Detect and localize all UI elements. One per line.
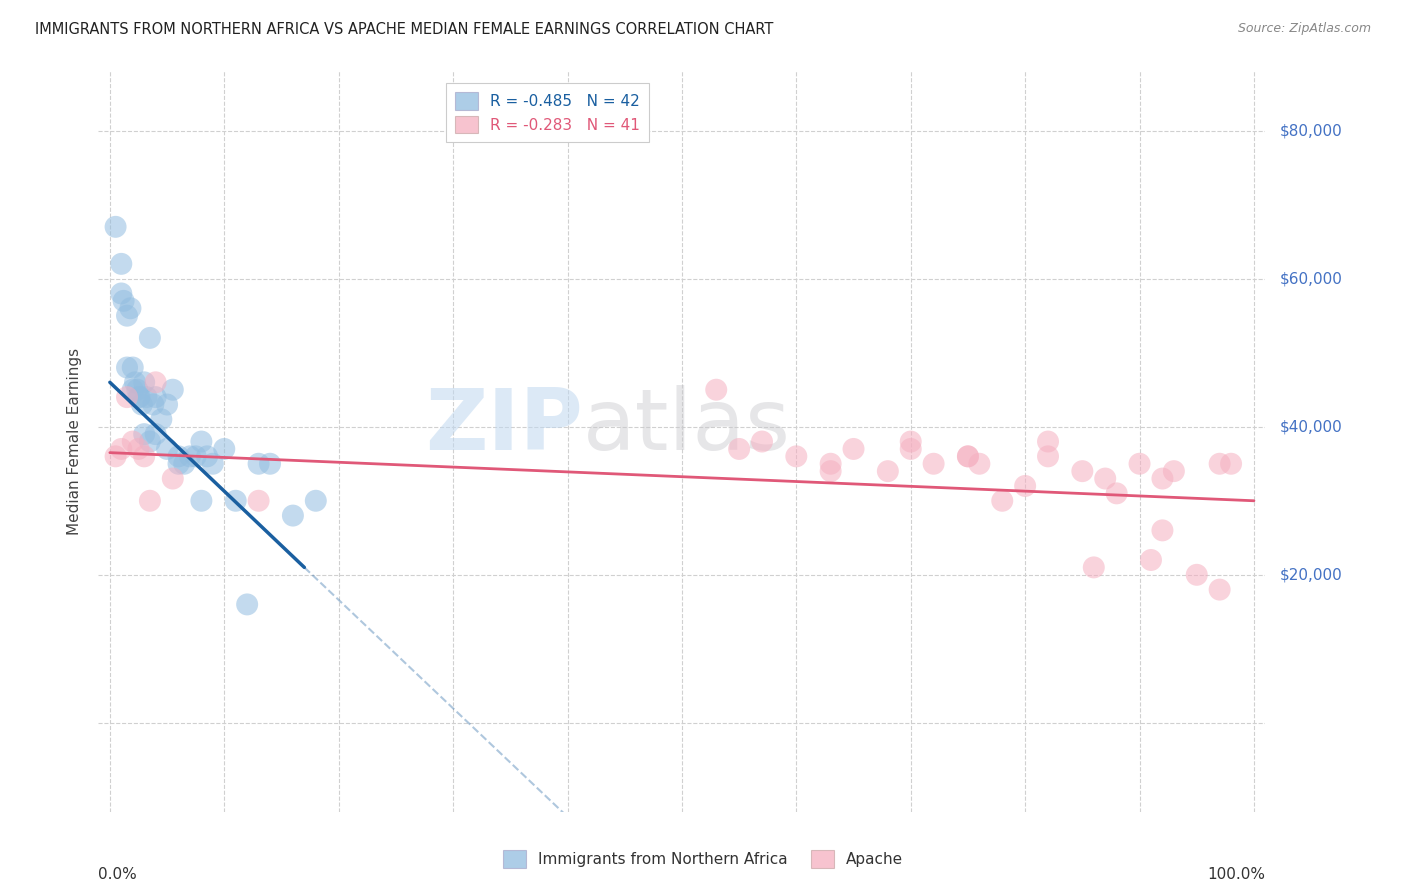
Legend: R = -0.485   N = 42, R = -0.283   N = 41: R = -0.485 N = 42, R = -0.283 N = 41 [446,83,650,143]
Point [820,457,842,471]
Point [281,508,304,523]
Point [104,450,127,464]
Legend: Immigrants from Northern Africa, Apache: Immigrants from Northern Africa, Apache [495,843,911,875]
Text: $60,000: $60,000 [1279,271,1343,286]
Point [1128,457,1150,471]
Point [1071,464,1094,478]
Point [167,457,190,471]
Point [127,390,149,404]
Point [145,427,167,442]
Point [900,434,922,449]
Point [156,398,179,412]
Point [162,471,184,485]
Point [115,309,138,323]
Point [134,427,156,442]
Point [124,376,146,390]
Point [135,390,157,404]
Point [876,464,898,478]
Point [190,434,212,449]
Point [956,450,979,464]
Point [162,383,184,397]
Point [156,442,179,456]
Point [728,442,751,456]
Point [1152,471,1174,485]
Point [127,442,149,456]
Point [104,219,127,234]
Point [1036,434,1059,449]
Point [179,450,201,464]
Point [751,434,773,449]
Point [1163,464,1185,478]
Text: ZIP: ZIP [425,385,582,468]
Point [120,301,142,316]
Point [1220,457,1243,471]
Point [115,360,138,375]
Point [110,286,132,301]
Point [1083,560,1105,574]
Point [956,450,979,464]
Point [922,457,945,471]
Point [969,457,991,471]
Point [131,398,153,412]
Point [1208,582,1230,597]
Text: 100.0%: 100.0% [1208,867,1265,882]
Point [173,457,195,471]
Point [991,493,1014,508]
Point [112,293,135,308]
Point [785,450,807,464]
Point [121,360,143,375]
Point [225,493,247,508]
Point [247,457,270,471]
Point [150,412,173,426]
Point [1105,486,1128,500]
Point [139,434,162,449]
Text: 0.0%: 0.0% [98,867,138,882]
Text: $20,000: $20,000 [1279,567,1343,582]
Y-axis label: Median Female Earnings: Median Female Earnings [67,348,83,535]
Text: $40,000: $40,000 [1279,419,1343,434]
Point [1140,553,1163,567]
Text: $80,000: $80,000 [1279,123,1343,138]
Point [134,450,156,464]
Point [305,493,328,508]
Text: Source: ZipAtlas.com: Source: ZipAtlas.com [1237,22,1371,36]
Point [127,383,149,397]
Point [1152,524,1174,538]
Point [842,442,865,456]
Point [195,450,218,464]
Point [121,383,143,397]
Point [1185,567,1208,582]
Point [139,331,162,345]
Point [110,442,132,456]
Point [121,434,143,449]
Point [145,390,167,404]
Point [139,493,162,508]
Point [201,457,224,471]
Point [128,390,150,404]
Point [820,464,842,478]
Point [1094,471,1116,485]
Point [1014,479,1036,493]
Point [115,390,138,404]
Point [145,376,167,390]
Text: IMMIGRANTS FROM NORTHERN AFRICA VS APACHE MEDIAN FEMALE EARNINGS CORRELATION CHA: IMMIGRANTS FROM NORTHERN AFRICA VS APACH… [35,22,773,37]
Point [167,450,190,464]
Point [134,376,156,390]
Point [259,457,281,471]
Point [704,383,727,397]
Point [247,493,270,508]
Point [110,257,132,271]
Point [142,398,165,412]
Point [1208,457,1230,471]
Point [214,442,236,456]
Point [190,493,212,508]
Point [900,442,922,456]
Point [236,598,259,612]
Point [1036,450,1059,464]
Text: atlas: atlas [582,385,790,468]
Point [184,450,207,464]
